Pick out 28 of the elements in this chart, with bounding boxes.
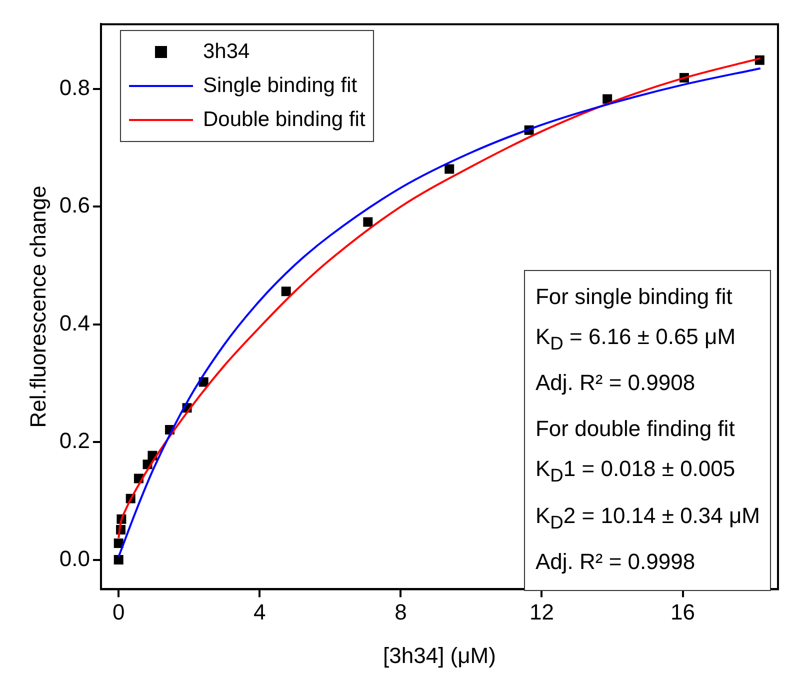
point: [363, 217, 373, 227]
x-axis-title: [3h34] (μM): [383, 642, 496, 668]
point: [281, 286, 291, 296]
annotation: K$_{D}$ = 6.16 ± 0.65 μM: [535, 323, 737, 356]
y-axis-title: Rel.fluorescence change: [25, 186, 50, 428]
x-tick-label: 8: [394, 599, 407, 624]
y-tick-label: 0.2: [59, 428, 90, 454]
y-tick-label: 0.8: [59, 75, 90, 100]
legend-label: Single binding fit: [203, 74, 358, 98]
annotation: K$_{D}$2 = 10.14 ± 0.34 μM: [535, 502, 760, 534]
point: [444, 164, 454, 174]
legend-label: Double binding fit: [203, 108, 366, 132]
point: [602, 94, 612, 104]
y-tick-label: 0.0: [59, 546, 90, 571]
point: [114, 538, 124, 548]
annotation: For double finding fit: [535, 415, 736, 444]
annotation: Adj. R² = 0.9908: [535, 369, 696, 398]
point: [114, 555, 124, 565]
annotation: For single binding fit: [535, 283, 734, 311]
legend-label: 3h34: [203, 40, 250, 64]
annotation: Adj. R² = 0.9998: [535, 548, 696, 576]
x-tick-label: 16: [670, 599, 696, 624]
y-tick-label: 0.4: [59, 310, 90, 336]
y-tick-label: 0.6: [59, 192, 90, 218]
x-tick-label: 0: [112, 599, 125, 624]
x-tick-label: 12: [530, 599, 554, 624]
x-tick-label: 4: [254, 599, 266, 624]
annotation: K$_{D}$1 = 0.018 ± 0.005: [535, 455, 736, 488]
